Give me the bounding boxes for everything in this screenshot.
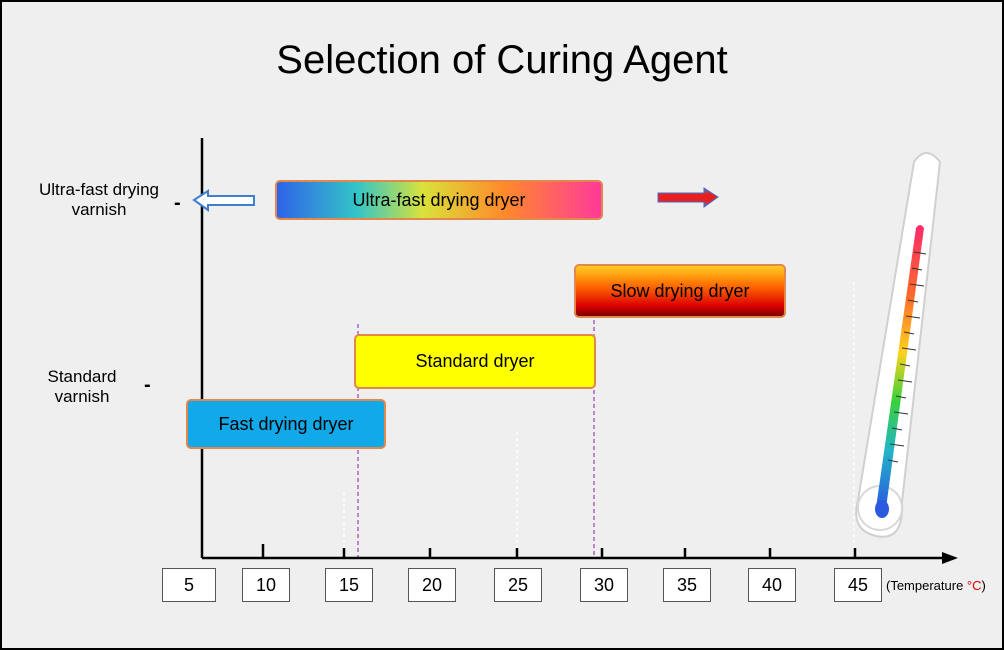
page-title: Selection of Curing Agent — [276, 38, 728, 82]
right-arrow-icon — [657, 187, 719, 208]
y-label-standard-line2: varnish — [54, 387, 110, 406]
x-tick-label-10: 10 — [242, 568, 290, 602]
bar-ultra-fast-drying-dryer: Ultra-fast drying dryer — [275, 180, 603, 220]
x-tick-label-25: 25 — [494, 568, 542, 602]
y-tick-standard: - — [144, 374, 151, 396]
y-label-standard-varnish: Standard varnish — [24, 367, 140, 407]
x-tick-label-30: 30 — [580, 568, 628, 602]
bar-fast-drying-dryer: Fast drying dryer — [186, 399, 386, 449]
thermometer-icon — [855, 152, 942, 538]
left-arrow-icon — [192, 189, 255, 212]
y-label-ultra-fast-line1: Ultra-fast drying — [39, 180, 159, 199]
x-tick-label-5: 5 — [162, 568, 216, 602]
x-axis-arrowhead — [942, 552, 958, 564]
x-tick-label-15: 15 — [325, 568, 373, 602]
x-tick-label-45: 45 — [834, 568, 882, 602]
bar-standard-dryer: Standard dryer — [354, 334, 596, 389]
x-unit-symbol: °C — [966, 578, 982, 593]
x-unit-prefix: (Temperature — [886, 578, 967, 593]
y-label-ultra-fast-varnish: Ultra-fast drying varnish — [24, 180, 174, 220]
x-tick-label-35: 35 — [663, 568, 711, 602]
x-tick-label-20: 20 — [408, 568, 456, 602]
faint-guide-lines — [343, 282, 855, 558]
x-axis-ticks — [261, 544, 857, 558]
x-unit-suffix: ) — [981, 578, 986, 593]
x-tick-label-40: 40 — [748, 568, 796, 602]
y-label-ultra-fast-line2: varnish — [71, 200, 127, 219]
y-label-standard-line1: Standard — [47, 367, 117, 386]
y-tick-ultra-fast: - — [174, 192, 181, 214]
bar-slow-drying-dryer: Slow drying dryer — [574, 264, 786, 318]
x-axis-unit-label: (Temperature °C) — [886, 578, 986, 593]
